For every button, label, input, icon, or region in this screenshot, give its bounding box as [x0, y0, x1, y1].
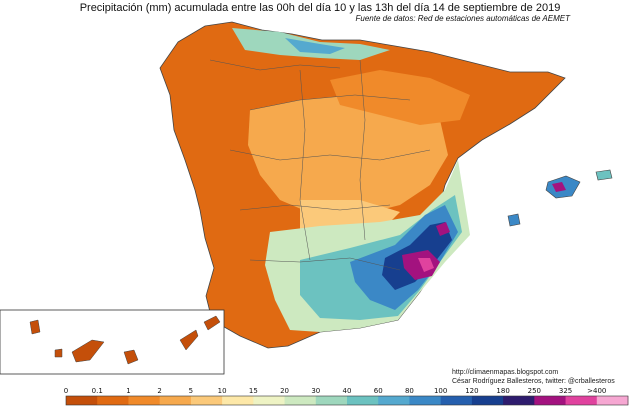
vega-baja-peak	[418, 258, 434, 272]
map-title: Precipitación (mm) acumulada entre las 0…	[79, 2, 561, 14]
legend-border	[65, 395, 629, 406]
legend-swatch	[253, 396, 286, 405]
author-credit: César Rodríguez Ballesteros, twitter: @c…	[452, 378, 615, 385]
legend-label: 40	[343, 387, 352, 395]
legend-swatch	[347, 396, 379, 405]
legend-label: 15	[249, 387, 258, 395]
lanzarote	[203, 315, 221, 331]
legend: 0 0.1 1 2 5 10 15 20 30 40 60 80 100 120 180 250 325 >400	[0, 384, 640, 406]
legend-label: 5	[189, 387, 193, 395]
legend-swatch	[534, 396, 567, 405]
valencia-extreme	[436, 222, 450, 236]
ibiza	[507, 213, 521, 227]
legend-label: 120	[465, 387, 478, 395]
legend-label: 80	[405, 387, 414, 395]
la-palma	[29, 319, 41, 335]
legend-swatch	[409, 396, 442, 405]
legend-swatch	[315, 396, 348, 405]
legend-swatch	[128, 396, 161, 405]
fuerteventura	[179, 329, 199, 351]
gomera	[54, 348, 63, 358]
central-dry-zone	[248, 95, 448, 215]
cantabrian-blue-core	[285, 38, 345, 54]
legend-swatch	[222, 396, 254, 405]
legend-label: 100	[434, 387, 447, 395]
legend-label: >400	[587, 387, 606, 395]
gran-canaria	[123, 349, 139, 365]
northern-dry-band	[330, 70, 470, 125]
menorca	[595, 169, 613, 181]
legend-label: 60	[374, 387, 383, 395]
legend-label: 10	[218, 387, 227, 395]
legend-swatch	[596, 396, 629, 405]
legend-swatch	[284, 396, 317, 405]
province-borders	[209, 59, 431, 271]
legend-label: 2	[157, 387, 161, 395]
data-source: Fuente de datos: Red de estaciones autom…	[355, 14, 571, 23]
legend-label: 30	[311, 387, 320, 395]
legend-colorbar: 0 0.1 1 2 5 10 15 20 30 40 60 80 100 120 180 250 325 >400	[64, 387, 629, 406]
legend-label: 0	[64, 387, 68, 395]
legend-swatch	[565, 396, 598, 405]
legend-label: 20	[280, 387, 289, 395]
legend-swatch	[66, 396, 98, 405]
tenerife	[71, 339, 105, 363]
legend-swatch	[471, 396, 504, 405]
legend-swatch	[440, 396, 473, 405]
legend-swatch	[378, 396, 410, 405]
legend-label: 325	[559, 387, 572, 395]
legend-label: 180	[496, 387, 509, 395]
legend-swatch	[190, 396, 223, 405]
mallorca-core	[552, 182, 566, 192]
legend-swatch	[97, 396, 129, 405]
legend-label: 250	[528, 387, 541, 395]
legend-label: 1	[126, 387, 130, 395]
legend-swatch	[503, 396, 535, 405]
legend-label: 0.1	[92, 387, 103, 395]
blog-url: http://climaenmapas.blogspot.com	[452, 369, 559, 376]
legend-swatch	[159, 396, 192, 405]
credits: http://climaenmapas.blogspot.com César R…	[452, 368, 615, 386]
